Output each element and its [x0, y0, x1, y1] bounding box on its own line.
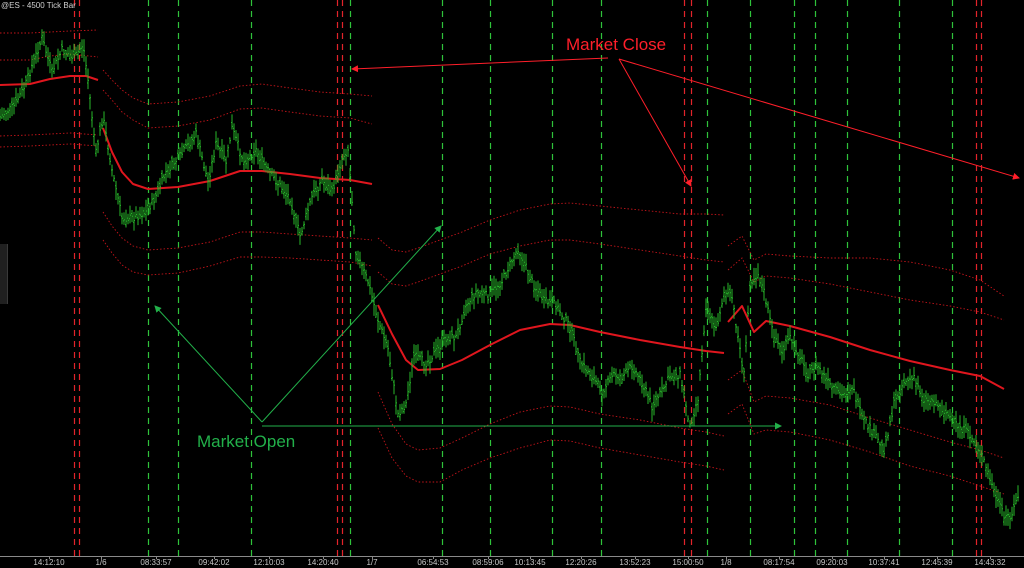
band-line-9 [377, 427, 725, 483]
x-tick-label-0: 14:12:10 [33, 558, 65, 567]
close-arrow-middle [618, 58, 692, 187]
x-tick-label-4: 12:10:03 [253, 558, 285, 567]
band-line-2 [0, 53, 99, 61]
x-tick-label-16: 10:37:41 [868, 558, 900, 567]
close-arrow-left [351, 57, 609, 73]
x-tick-label-5: 14:20:40 [307, 558, 339, 567]
band-line-14 [727, 257, 1005, 321]
x-tick-label-14: 08:17:54 [763, 558, 795, 567]
band-line-13 [727, 403, 1005, 495]
x-tick-label-12: 15:00:50 [672, 558, 704, 567]
side-panel-tab[interactable] [0, 244, 8, 304]
x-tick-label-3: 09:42:02 [198, 558, 230, 567]
close-arrow-right [618, 58, 1020, 180]
market-close-label: Market Close [566, 35, 666, 54]
x-tick-label-8: 08:59:06 [472, 558, 504, 567]
band-line-3 [0, 29, 99, 34]
band-line-8 [377, 391, 725, 451]
band-line-7 [102, 69, 373, 105]
x-axis-ticks: 14:12:10 1/6 08:33:57 09:42:02 12:10:03 14:20… [33, 556, 1006, 567]
x-tick-label-18: 14:43:32 [974, 558, 1006, 567]
average-segment-3 [727, 305, 1005, 390]
average-line [0, 75, 1005, 390]
x-tick-label-1: 1/6 [95, 558, 107, 567]
x-tick-label-17: 12:45:39 [921, 558, 953, 567]
band-line-5 [102, 239, 373, 276]
x-tick-label-2: 08:33:57 [140, 558, 172, 567]
band-line-15 [727, 235, 1005, 297]
x-tick-label-9: 10:13:45 [514, 558, 546, 567]
x-tick-label-6: 1/7 [366, 558, 378, 567]
x-tick-label-7: 06:54:53 [417, 558, 449, 567]
annotations: Market Close Market Open [154, 35, 1020, 451]
x-tick-label-11: 13:52:23 [619, 558, 651, 567]
market-open-label: Market Open [197, 432, 295, 451]
band-line-11 [377, 202, 725, 253]
band-line-1 [0, 143, 99, 148]
average-segment-0 [0, 75, 99, 86]
open-arrow-up [261, 225, 442, 423]
chart-title: @ES - 4500 Tick Bar [1, 1, 76, 10]
band-line-6 [102, 89, 373, 129]
deviation-bands [0, 29, 1005, 495]
band-line-12 [727, 369, 1005, 459]
price-series [0, 29, 1019, 530]
band-line-0 [0, 132, 99, 137]
price-bars [0, 29, 1019, 530]
open-arrow-left [154, 305, 263, 423]
average-segment-2 [377, 304, 725, 371]
band-line-10 [377, 239, 725, 287]
band-line-4 [102, 211, 373, 251]
x-tick-label-15: 09:20:03 [816, 558, 848, 567]
x-tick-label-10: 12:20:26 [565, 558, 597, 567]
x-tick-label-13: 1/8 [720, 558, 732, 567]
